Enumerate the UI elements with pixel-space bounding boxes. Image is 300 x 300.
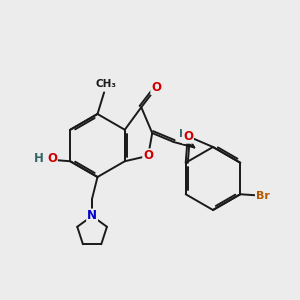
Text: CH₃: CH₃	[95, 79, 116, 89]
Text: H: H	[179, 129, 188, 139]
Text: N: N	[87, 209, 97, 223]
Text: O: O	[151, 81, 161, 94]
Text: Br: Br	[256, 191, 270, 201]
Text: O: O	[143, 149, 153, 162]
Text: O: O	[47, 152, 57, 165]
Text: H: H	[34, 152, 44, 165]
Text: O: O	[183, 130, 193, 143]
